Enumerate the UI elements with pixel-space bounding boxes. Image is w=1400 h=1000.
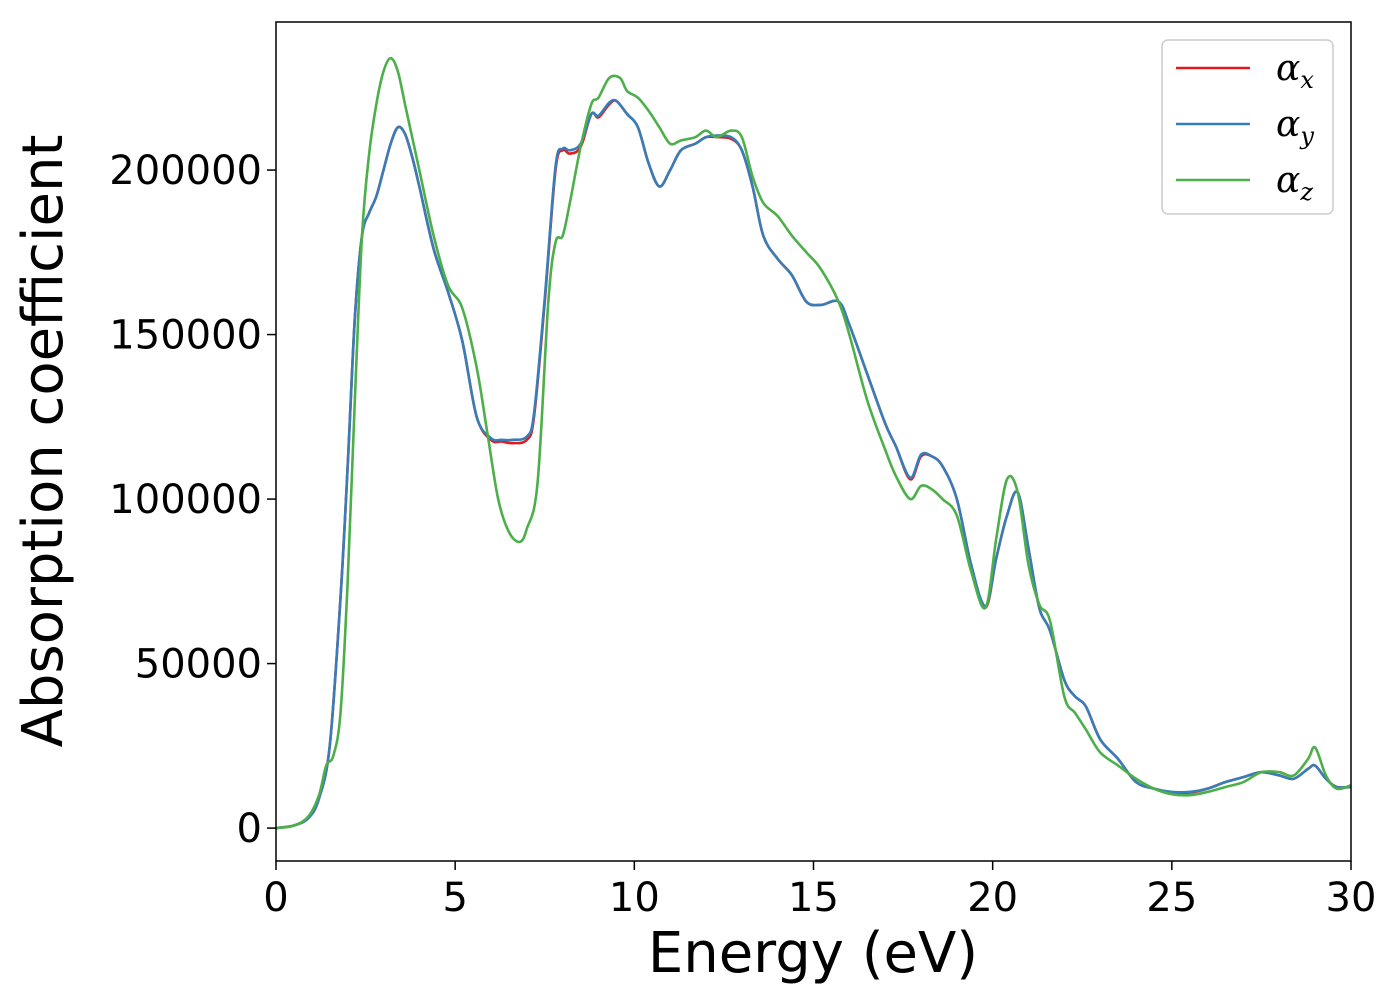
x-tick-label: 30 (1326, 875, 1377, 921)
y-axis-label: Absorption coefficient (11, 135, 76, 748)
y-tick-label: 150000 (109, 313, 262, 359)
x-axis-label: Energy (eV) (648, 921, 978, 986)
legend-box (1161, 39, 1334, 215)
x-tick-label: 20 (967, 875, 1018, 921)
x-tick-label: 15 (788, 875, 839, 921)
series-layer (276, 56, 1351, 830)
legend-label-x: αx (1276, 48, 1314, 94)
legend-label-y: αy (1276, 104, 1314, 150)
x-tick-label: 10 (609, 875, 660, 921)
legend-label-z: αz (1276, 160, 1313, 206)
series-line-z (276, 56, 1351, 830)
y-tick-label: 0 (237, 806, 262, 852)
x-tick-label: 25 (1146, 875, 1197, 921)
y-axis: 0 50000 100000 150000 200000 (109, 148, 276, 852)
x-tick-label: 0 (263, 875, 288, 921)
legend: αx αy αz (1161, 39, 1334, 215)
y-tick-label: 50000 (135, 642, 262, 688)
y-tick-label: 200000 (109, 148, 262, 194)
x-tick-label: 5 (442, 875, 467, 921)
x-axis: 0 5 10 15 20 25 30 (263, 861, 1376, 921)
y-tick-label: 100000 (109, 477, 262, 523)
